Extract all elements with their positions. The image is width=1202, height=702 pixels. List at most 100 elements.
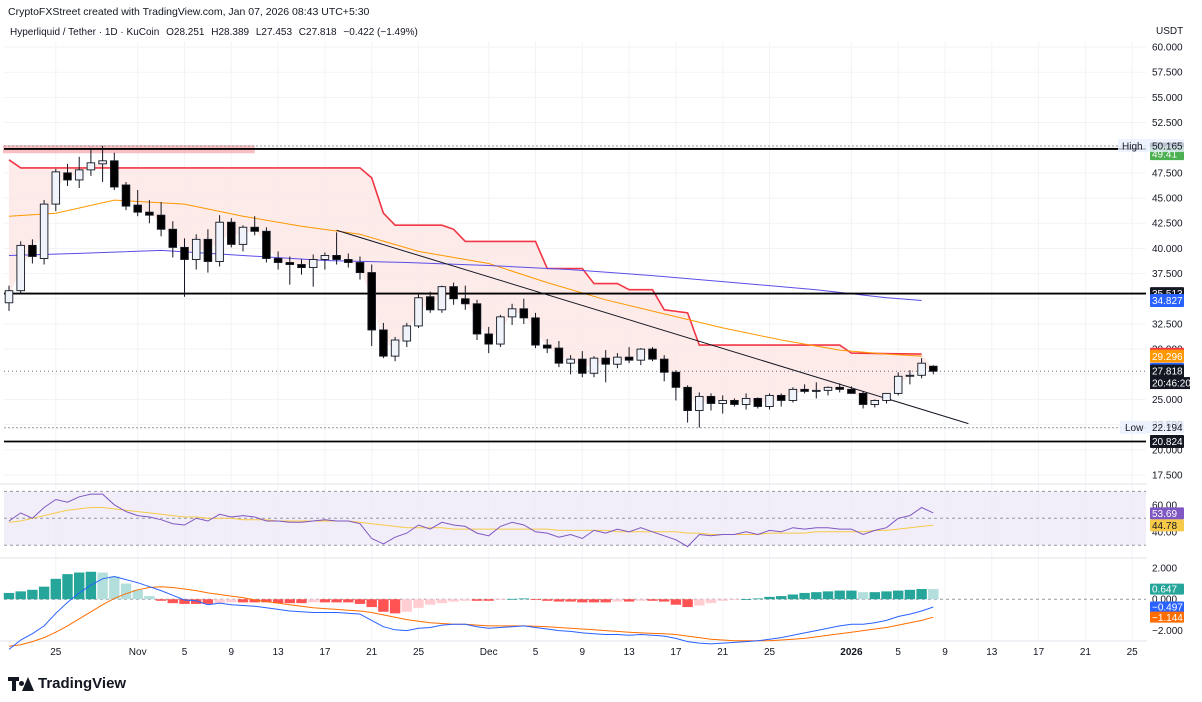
- candle-body: [402, 325, 412, 342]
- candle: [180, 238, 189, 297]
- macd-histogram-bar: [553, 599, 565, 602]
- macd-histogram-bar: [776, 596, 787, 600]
- symbol-legend[interactable]: Hyperliquid / Tether · 1D · KuCoin O28.2…: [10, 27, 418, 38]
- candle: [168, 221, 178, 258]
- candle-body: [812, 389, 821, 392]
- macd-histogram-bar: [846, 590, 857, 600]
- rsi-tag-box: [1150, 507, 1184, 520]
- macd-tag-box: [1150, 601, 1184, 613]
- candle-body: [776, 394, 786, 401]
- candle: [624, 347, 634, 364]
- low-label-text: Low: [1125, 423, 1144, 434]
- macd-histogram-bar: [167, 599, 178, 604]
- macd-histogram-bar: [577, 599, 588, 603]
- time-tick-label: 17: [670, 647, 682, 658]
- time-tick-label: 17: [1033, 647, 1045, 658]
- candle: [203, 229, 213, 273]
- macd-histogram-bar: [202, 599, 214, 604]
- macd-tag-text: −0.497: [1152, 603, 1183, 614]
- candle: [379, 322, 388, 359]
- candle-body: [496, 316, 505, 345]
- candle: [893, 372, 903, 396]
- candle-body: [332, 255, 341, 260]
- candle: [542, 339, 552, 354]
- candle-body: [227, 221, 236, 245]
- macd-histogram-bar: [296, 599, 307, 604]
- candle: [870, 399, 880, 408]
- macd-histogram-bar: [354, 599, 366, 604]
- macd-histogram-bar: [565, 599, 576, 602]
- time-axis: 25 Nov 5 9 13 17 21 25 Dec 5 9 13 17 21 25 2026 5 9 13 17 21…: [50, 647, 1138, 658]
- candle: [636, 348, 646, 366]
- time-tick-label: 13: [624, 647, 636, 658]
- time-tick-label: Nov: [129, 647, 147, 658]
- macd-histogram-bar: [928, 589, 939, 600]
- rsi-tick-label: 60.00: [1152, 500, 1177, 511]
- candle-body: [121, 184, 131, 207]
- candle-body: [51, 171, 61, 205]
- tradingview-brand[interactable]: TradingView: [8, 675, 126, 692]
- macd-histogram-bar: [401, 599, 412, 612]
- candle-body: [110, 160, 119, 188]
- price-tick-label: 47.500: [1152, 168, 1183, 179]
- candle: [613, 353, 622, 369]
- price-axis: 17.50020.00022.50025.00027.50030.00032.5…: [1118, 40, 1202, 660]
- price-tick-label: 40.000: [1152, 244, 1183, 255]
- time-tick-label: 9: [229, 647, 235, 658]
- currency-label[interactable]: USDT: [1156, 26, 1184, 37]
- price-tag: 27.818: [1150, 364, 1184, 378]
- candle-body: [882, 392, 891, 401]
- candle: [110, 152, 119, 191]
- candle-body: [741, 397, 751, 405]
- macd-histogram-bar: [542, 599, 553, 601]
- candle: [741, 393, 751, 410]
- price-tag-box: [1150, 434, 1184, 448]
- candle-body: [191, 238, 201, 260]
- ohlc-close: C27.818: [298, 27, 337, 38]
- descending-trendline: [336, 229, 969, 425]
- candle: [706, 393, 716, 411]
- macd-histogram-bar: [272, 599, 284, 604]
- chart-credit: CryptoFXStreet created with TradingView.…: [8, 6, 370, 18]
- macd-histogram-bar: [822, 591, 834, 600]
- candle: [28, 239, 37, 264]
- macd-histogram-bar: [612, 599, 623, 602]
- candle-body: [238, 226, 248, 245]
- candle: [858, 391, 868, 409]
- ohlc-low: L27.453: [255, 27, 293, 38]
- countdown-text: 20:46:20: [1152, 379, 1191, 390]
- candle-body: [39, 203, 49, 259]
- macd-line: [8, 575, 934, 650]
- time-tick-label: 25: [413, 647, 425, 658]
- macd-histogram-bar: [308, 599, 319, 603]
- macd-histogram-bar: [752, 598, 763, 600]
- candle: [578, 351, 587, 378]
- macd-histogram-bar: [249, 599, 260, 603]
- price-tick-label: 60.000: [1152, 43, 1183, 54]
- price-tag-box: [1150, 364, 1184, 378]
- rsi-tag: 44.78: [1150, 519, 1184, 532]
- candle-body: [215, 221, 224, 262]
- candle-body: [63, 172, 72, 181]
- candle-body: [133, 204, 142, 213]
- macd-histogram-bar: [869, 592, 880, 600]
- time-tick-label: 2026: [840, 647, 863, 658]
- macd-histogram-bar: [15, 591, 26, 600]
- candle-body: [929, 365, 938, 372]
- macd-histogram-bar: [518, 598, 529, 600]
- price-tick-label: 52.500: [1152, 118, 1183, 129]
- price-tick-label: 37.500: [1152, 269, 1183, 280]
- candle: [133, 190, 142, 217]
- candle-body: [648, 348, 657, 360]
- macd-tag-text: −1.144: [1152, 613, 1183, 624]
- macd-tag: −0.497: [1150, 601, 1184, 614]
- macd-histogram-bar: [729, 599, 740, 601]
- candle: [367, 264, 376, 347]
- candle-body: [507, 308, 517, 318]
- macd-histogram-bar: [425, 599, 436, 605]
- candle: [344, 253, 353, 268]
- candle-body: [893, 375, 903, 394]
- symbol-name[interactable]: Hyperliquid / Tether · 1D · KuCoin: [10, 27, 160, 38]
- candle-body: [589, 357, 599, 374]
